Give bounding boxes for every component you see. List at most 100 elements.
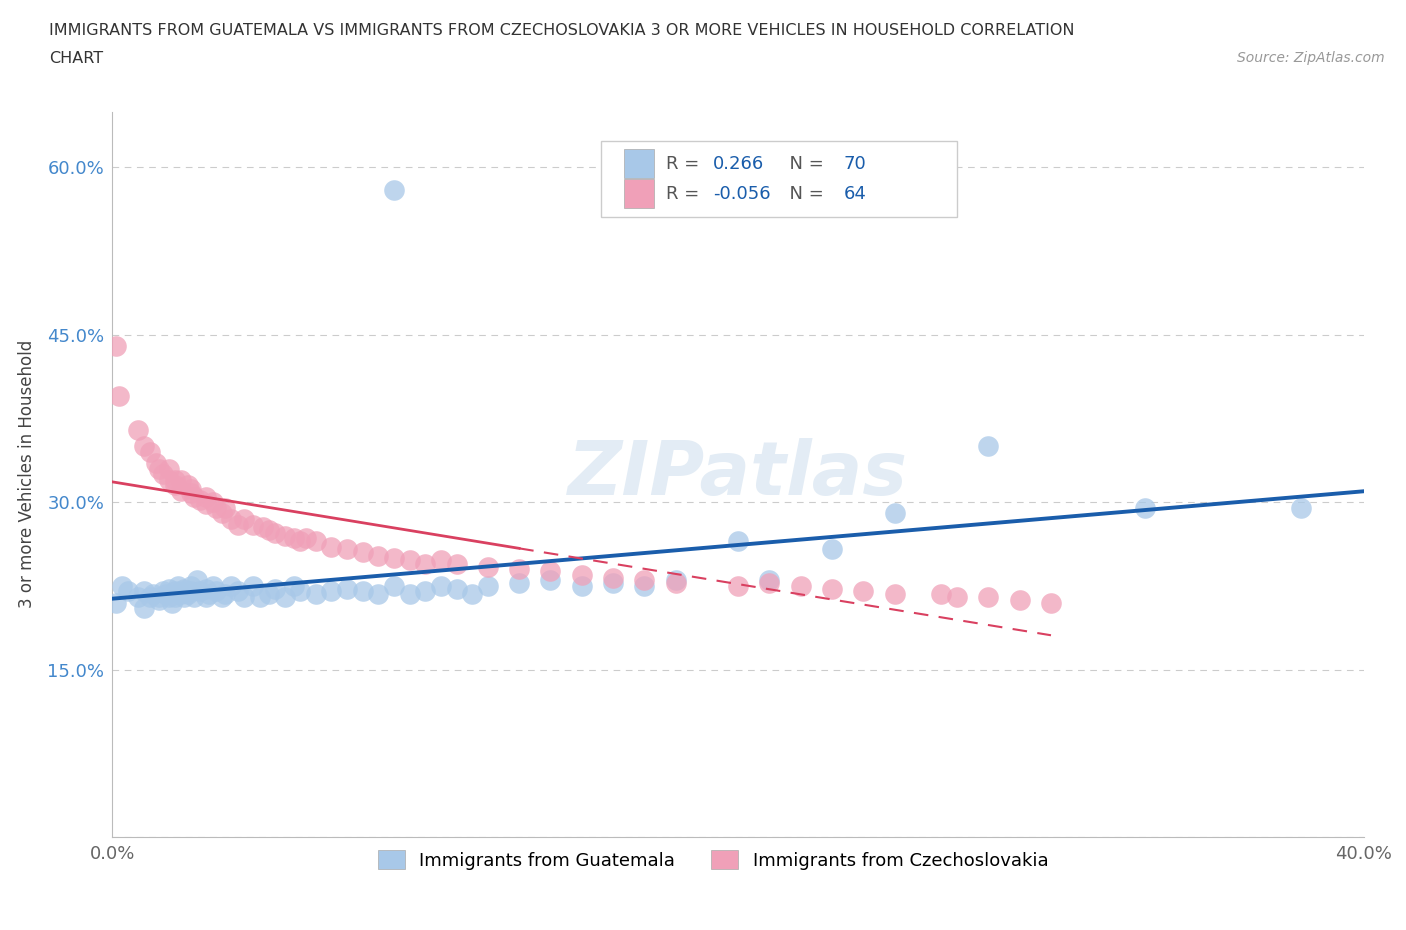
Point — [232, 512, 254, 526]
Point — [283, 530, 305, 545]
Point — [198, 586, 221, 601]
Point — [180, 482, 202, 497]
Point — [214, 586, 236, 601]
Point — [139, 445, 162, 459]
Point — [821, 541, 844, 556]
Point — [352, 584, 374, 599]
Point — [163, 472, 186, 487]
Point — [382, 578, 405, 593]
FancyBboxPatch shape — [600, 140, 957, 217]
Point — [226, 584, 249, 599]
Point — [242, 517, 264, 532]
Point — [290, 584, 312, 599]
Point — [257, 586, 280, 601]
Point — [602, 571, 624, 586]
Y-axis label: 3 or more Vehicles in Household: 3 or more Vehicles in Household — [18, 340, 37, 608]
Point — [170, 584, 193, 599]
Text: R =: R = — [665, 185, 704, 203]
Point — [883, 506, 905, 521]
Point — [148, 461, 170, 476]
Point — [221, 512, 243, 526]
Point — [633, 578, 655, 593]
FancyBboxPatch shape — [624, 149, 654, 178]
Point — [461, 586, 484, 601]
Point — [132, 601, 155, 616]
Point — [183, 590, 205, 604]
Point — [152, 584, 174, 599]
Point — [157, 461, 180, 476]
Point — [170, 472, 193, 487]
Point — [821, 582, 844, 597]
Text: N =: N = — [778, 154, 830, 173]
Point — [201, 495, 224, 510]
Point — [571, 578, 593, 593]
Point — [367, 586, 389, 601]
Point — [852, 584, 875, 599]
Point — [107, 389, 129, 404]
Point — [415, 556, 437, 571]
Point — [176, 478, 198, 493]
Point — [321, 584, 343, 599]
Point — [173, 582, 195, 597]
Text: 0.266: 0.266 — [713, 154, 765, 173]
Point — [664, 575, 686, 590]
Point — [1291, 500, 1313, 515]
Point — [195, 582, 218, 597]
Point — [232, 590, 254, 604]
Point — [446, 556, 468, 571]
Point — [211, 506, 233, 521]
Point — [398, 586, 420, 601]
Point — [727, 578, 749, 593]
Point — [157, 582, 180, 597]
Point — [188, 584, 211, 599]
Point — [727, 534, 749, 549]
Point — [242, 578, 264, 593]
Point — [186, 573, 208, 588]
Point — [195, 497, 218, 512]
Point — [142, 586, 165, 601]
Point — [352, 545, 374, 560]
Point — [155, 586, 177, 601]
Point — [664, 573, 686, 588]
Point — [163, 584, 186, 599]
Point — [758, 573, 780, 588]
Point — [633, 573, 655, 588]
Point — [758, 575, 780, 590]
Point — [211, 590, 233, 604]
Point — [127, 422, 149, 437]
Text: 70: 70 — [844, 154, 866, 173]
Point — [446, 582, 468, 597]
Point — [305, 586, 328, 601]
Point — [152, 467, 174, 482]
Point — [201, 578, 224, 593]
Point — [336, 541, 359, 556]
Point — [430, 552, 453, 567]
Point — [1008, 593, 1031, 608]
Point — [249, 590, 271, 604]
Point — [1039, 595, 1063, 610]
Point — [148, 593, 170, 608]
Point — [283, 578, 305, 593]
Point — [111, 578, 134, 593]
Point — [139, 590, 162, 604]
Point — [430, 578, 453, 593]
FancyBboxPatch shape — [624, 179, 654, 208]
Point — [540, 564, 562, 578]
Point — [367, 549, 389, 564]
Text: IMMIGRANTS FROM GUATEMALA VS IMMIGRANTS FROM CZECHOSLOVAKIA 3 OR MORE VEHICLES I: IMMIGRANTS FROM GUATEMALA VS IMMIGRANTS … — [49, 23, 1074, 38]
Text: -0.056: -0.056 — [713, 185, 770, 203]
Text: R =: R = — [665, 154, 704, 173]
Point — [160, 595, 183, 610]
Point — [508, 575, 530, 590]
Point — [157, 590, 180, 604]
Point — [382, 551, 405, 565]
Point — [104, 339, 127, 353]
Point — [946, 590, 969, 604]
Point — [132, 584, 155, 599]
Text: CHART: CHART — [49, 51, 103, 66]
Point — [163, 590, 186, 604]
Point — [415, 584, 437, 599]
Point — [290, 534, 312, 549]
Text: Source: ZipAtlas.com: Source: ZipAtlas.com — [1237, 51, 1385, 65]
Point — [148, 590, 170, 604]
